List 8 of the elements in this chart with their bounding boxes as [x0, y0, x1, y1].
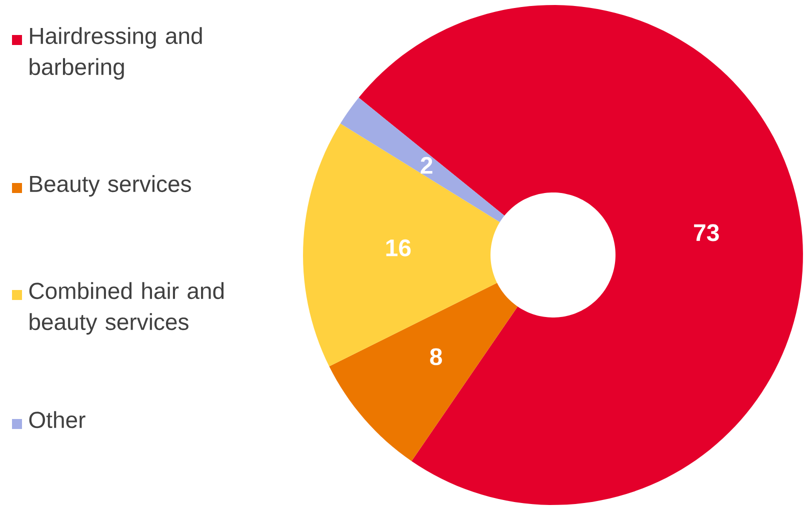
data-label: 73 — [694, 224, 719, 242]
legend-label: Combined hair and beauty services — [29, 282, 224, 335]
data-label: 2 — [420, 156, 432, 174]
legend-label: Hairdressing and barbering — [30, 27, 202, 80]
data-label: 8 — [430, 348, 442, 366]
legend-label: Other — [29, 411, 86, 428]
legend-label: Beauty services — [30, 175, 191, 197]
data-label: 16 — [386, 239, 411, 256]
